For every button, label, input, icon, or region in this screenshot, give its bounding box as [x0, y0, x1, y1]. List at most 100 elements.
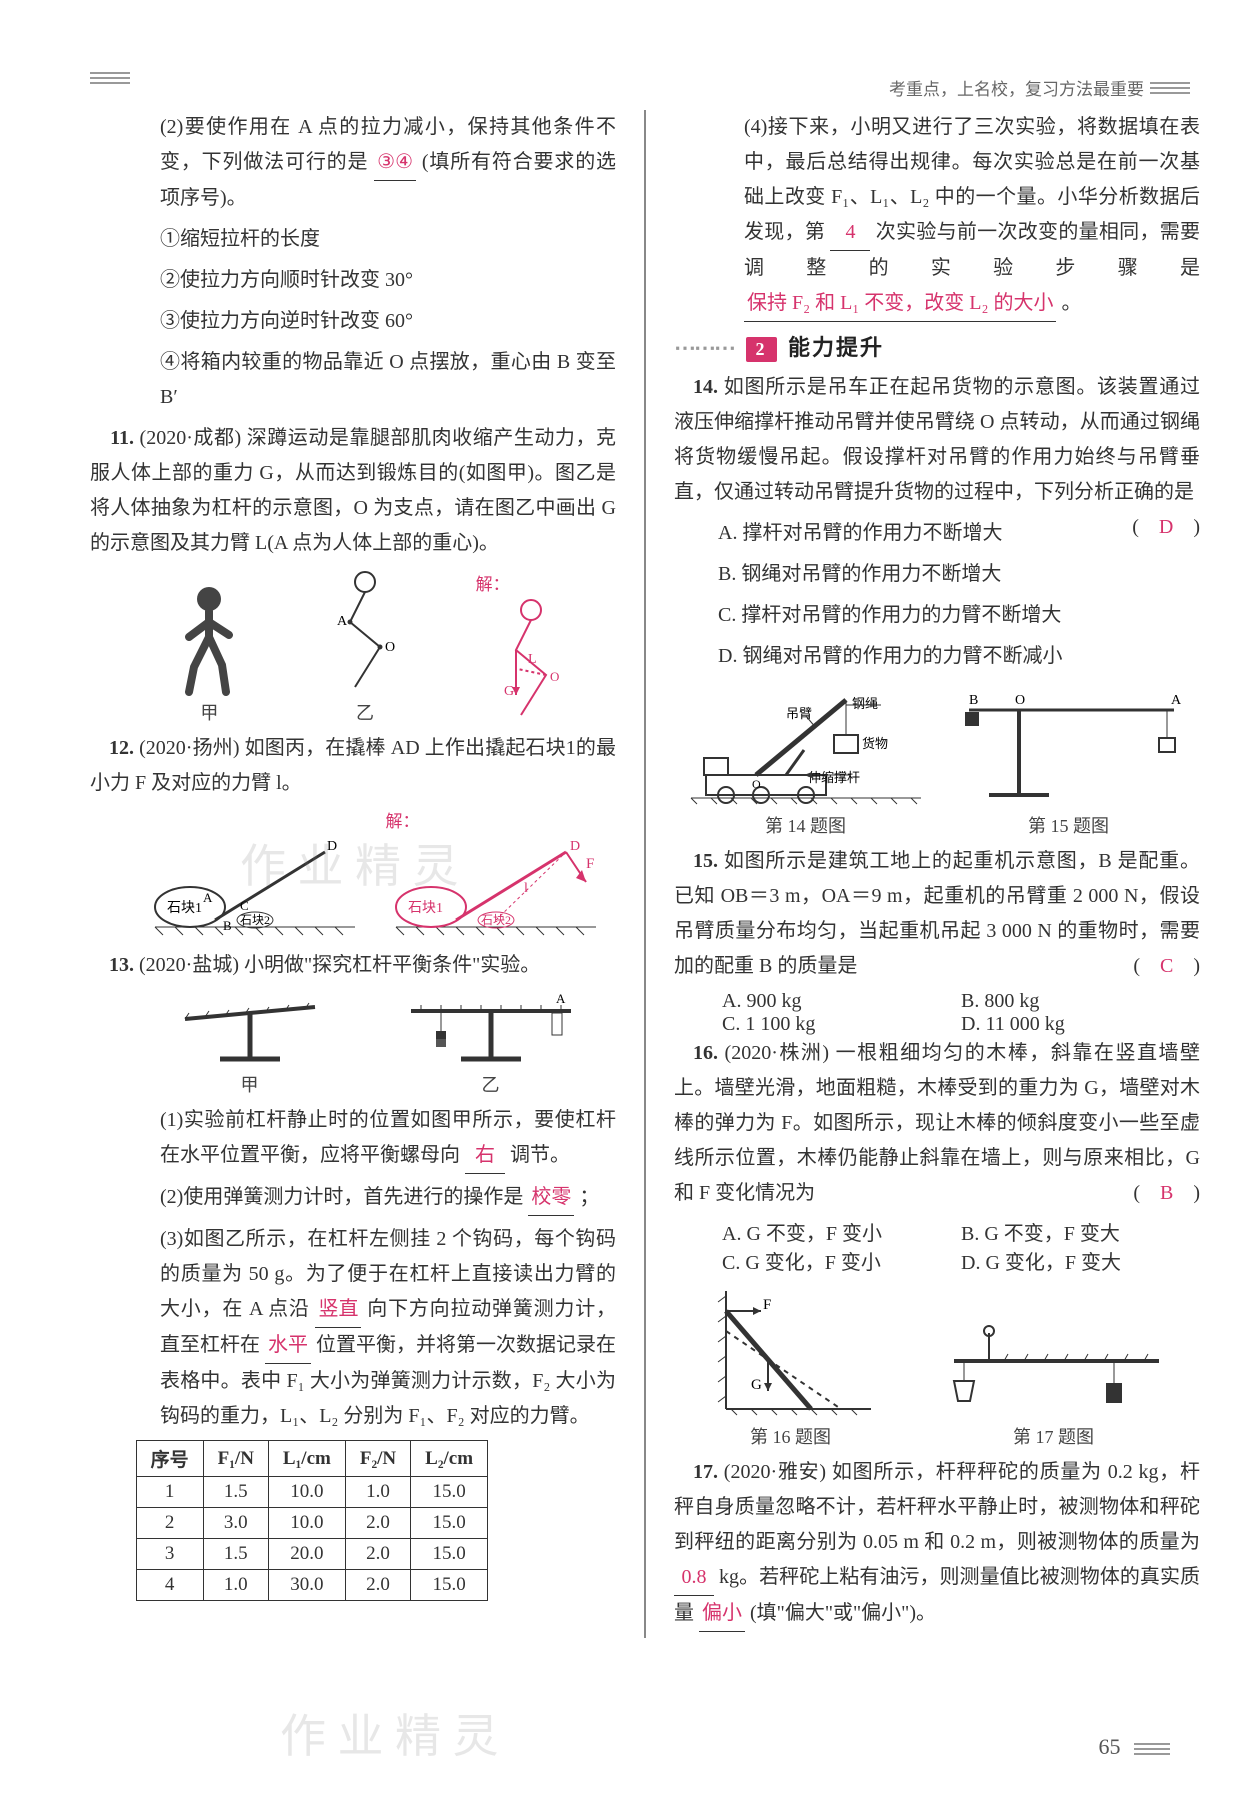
q16-stem: 一根粗细均匀的木棒，斜靠在竖直墙壁上。墙壁光滑，地面粗糙，木棒受到的重力为 G，… [674, 1042, 1200, 1204]
svg-text:L: L [528, 652, 537, 667]
q11-figs: 甲 A O 乙 解： G [90, 567, 616, 725]
svg-text:石块1: 石块1 [408, 900, 443, 916]
q16: 16. (2020·株洲) 一根粗细均匀的木棒，斜靠在竖直墙壁上。墙壁光滑，地面… [674, 1036, 1200, 1211]
q13-tag: 13. [90, 948, 134, 983]
table-cell: 2.0 [345, 1539, 410, 1570]
svg-text:C: C [240, 898, 249, 913]
table-cell: 1 [136, 1477, 203, 1508]
q15-optC: C. 1 100 kg [722, 1013, 961, 1036]
q13-src: (2020·盐城) [139, 954, 239, 976]
prybar-icon: 石块1 D B 石块2 C A [145, 832, 365, 942]
svg-text:G: G [504, 684, 514, 699]
table-cell: 3 [136, 1539, 203, 1570]
q13-4-ans2: 保持 F₂ 和 L₁ 不变，改变 L₂ 的大小 [747, 292, 1053, 314]
table-cell: 20.0 [268, 1539, 345, 1570]
balance-a-icon [165, 989, 335, 1069]
table-row: 41.030.02.015.0 [136, 1570, 487, 1601]
q10-2-opt4: ④将箱内较重的物品靠近 O 点摆放，重心由 B 变至 B′ [90, 345, 616, 415]
q14-tag: 14. [674, 370, 718, 405]
steelyard-icon [934, 1321, 1174, 1421]
svg-text:O: O [752, 777, 761, 791]
q11-cap-a: 甲 [164, 699, 254, 725]
prybar-solution-icon: 石块1 D F l 石块2 [386, 832, 606, 942]
section-header: 2 能力提升 [674, 330, 1200, 362]
table-cell: 2.0 [345, 1508, 410, 1539]
q13-3-ans2: 水平 [268, 1334, 308, 1356]
q12-fig-sol: 解： 石块1 D F l 石块2 [386, 807, 606, 942]
q17-cap: 第 17 题图 [934, 1423, 1174, 1449]
table-cell: 15.0 [411, 1539, 488, 1570]
q16-tag: 16. [674, 1036, 718, 1071]
table-cell: 15.0 [411, 1570, 488, 1601]
tower-crane-icon: B O A [949, 680, 1189, 810]
q13-table: 序号 F₁/N L₁/cm F₂/N L₂/cm 11.510.01.015.0… [136, 1440, 488, 1601]
svg-text:G: G [751, 1377, 762, 1393]
th: L₁/cm [268, 1441, 345, 1477]
table-row: 11.510.01.015.0 [136, 1477, 487, 1508]
q15-optD: D. 11 000 kg [961, 1013, 1200, 1036]
q13-fig-a: 甲 [165, 989, 335, 1097]
q16-opts: A. G 不变，F 变小 B. G 不变，F 变大 C. G 变化，F 变小 D… [674, 1217, 1200, 1275]
q13-3-ans1: 竖直 [318, 1298, 358, 1320]
table-cell: 10.0 [268, 1477, 345, 1508]
svg-text:O: O [1015, 693, 1025, 708]
table-cell: 15.0 [411, 1508, 488, 1539]
q11-src: (2020·成都) [140, 427, 242, 449]
q15-optA: A. 900 kg [722, 990, 961, 1013]
q15-optB: B. 800 kg [961, 990, 1200, 1013]
table-cell: 1.5 [203, 1477, 268, 1508]
q14: 14. 如图所示是吊车正在起吊货物的示意图。该装置通过液压伸缩撑杆推动吊臂并使吊… [674, 370, 1200, 510]
lever-solution-icon: G L O [476, 595, 586, 725]
q13-3: (3)如图乙所示，在杠杆左侧挂 2 个钩码，每个钩码的质量为 50 g。为了便于… [90, 1222, 616, 1434]
q17-stem-b: (填"偏大"或"偏小")。 [750, 1602, 936, 1624]
q13-2-ans: 校零 [531, 1186, 571, 1208]
svg-text:F: F [586, 856, 594, 872]
q17: 17. (2020·雅安) 如图所示，杆秤秤砣的质量为 0.2 kg，杆秤自身质… [674, 1455, 1200, 1632]
q16-optC: C. G 变化，F 变小 [722, 1246, 961, 1275]
q13-2a: (2)使用弹簧测力计时，首先进行的操作是 [160, 1186, 523, 1208]
q15-tag: 15. [674, 844, 718, 879]
q13-4-ans1: 4 [845, 221, 855, 243]
q14-fig: O 吊臂 伸缩撑杆 货物 钢绳 第 14 题图 [686, 680, 926, 838]
table-cell: 4 [136, 1570, 203, 1601]
table-cell: 10.0 [268, 1508, 345, 1539]
q16-ans: B [1160, 1182, 1173, 1204]
q14-cap: 第 14 题图 [686, 812, 926, 838]
q12-src: (2020·扬州) [139, 737, 239, 759]
q10-2-blank: ③④ [377, 151, 413, 173]
table-header-row: 序号 F₁/N L₁/cm F₂/N L₂/cm [136, 1441, 487, 1477]
q16-optA: A. G 不变，F 变小 [722, 1217, 961, 1246]
table-cell: 2 [136, 1508, 203, 1539]
page-number-value: 65 [1099, 1734, 1121, 1759]
q11-cap-b: 乙 [315, 699, 415, 725]
table-cell: 1.0 [203, 1570, 268, 1601]
rope-label: 钢绳 [852, 696, 878, 711]
stone2-label: 石块2 [240, 913, 270, 927]
q15-stem: 如图所示是建筑工地上的起重机示意图，B 是配重。已知 OB＝3 m，OA＝9 m… [674, 850, 1200, 977]
th: F₂/N [345, 1441, 410, 1477]
svg-text:B: B [969, 693, 978, 708]
th: L₂/cm [411, 1441, 488, 1477]
q10-2-opt2: ②使拉力方向顺时针改变 30° [90, 263, 616, 298]
q11-fig-b: A O 乙 [315, 567, 415, 725]
column-divider [644, 110, 646, 1638]
q13-1-ans: 右 [475, 1144, 495, 1166]
q14-ans: D [1159, 516, 1173, 538]
watermark: 作 业 精 灵 [280, 1700, 499, 1766]
svg-text:F: F [763, 1297, 771, 1313]
left-column: (2)要使作用在 A 点的拉力减小，保持其他条件不变，下列做法可行的是 ③④ (… [90, 110, 616, 1638]
svg-text:D: D [570, 839, 580, 854]
q16-cap: 第 16 题图 [701, 1423, 881, 1449]
svg-text:D: D [327, 839, 337, 854]
th: 序号 [136, 1441, 203, 1477]
table-row: 23.010.02.015.0 [136, 1508, 487, 1539]
q11-fig-a: 甲 [164, 577, 254, 725]
right-column: (4)接下来，小明又进行了三次实验，将数据填在表中，最后总结得出规律。每次实验总… [674, 110, 1200, 1638]
lever-diagram-icon: A O [315, 567, 415, 697]
q17-fig: 第 17 题图 [934, 1321, 1174, 1449]
q14-optC: C. 撑杆对吊臂的作用力的力臂不断增大 [674, 598, 1200, 633]
q17-ans1: 0.8 [682, 1566, 707, 1588]
svg-text:O: O [385, 640, 395, 655]
q16-17-figs: F G 第 16 题图 第 17 题图 [674, 1281, 1200, 1449]
page-rule-icon [1134, 1743, 1170, 1755]
